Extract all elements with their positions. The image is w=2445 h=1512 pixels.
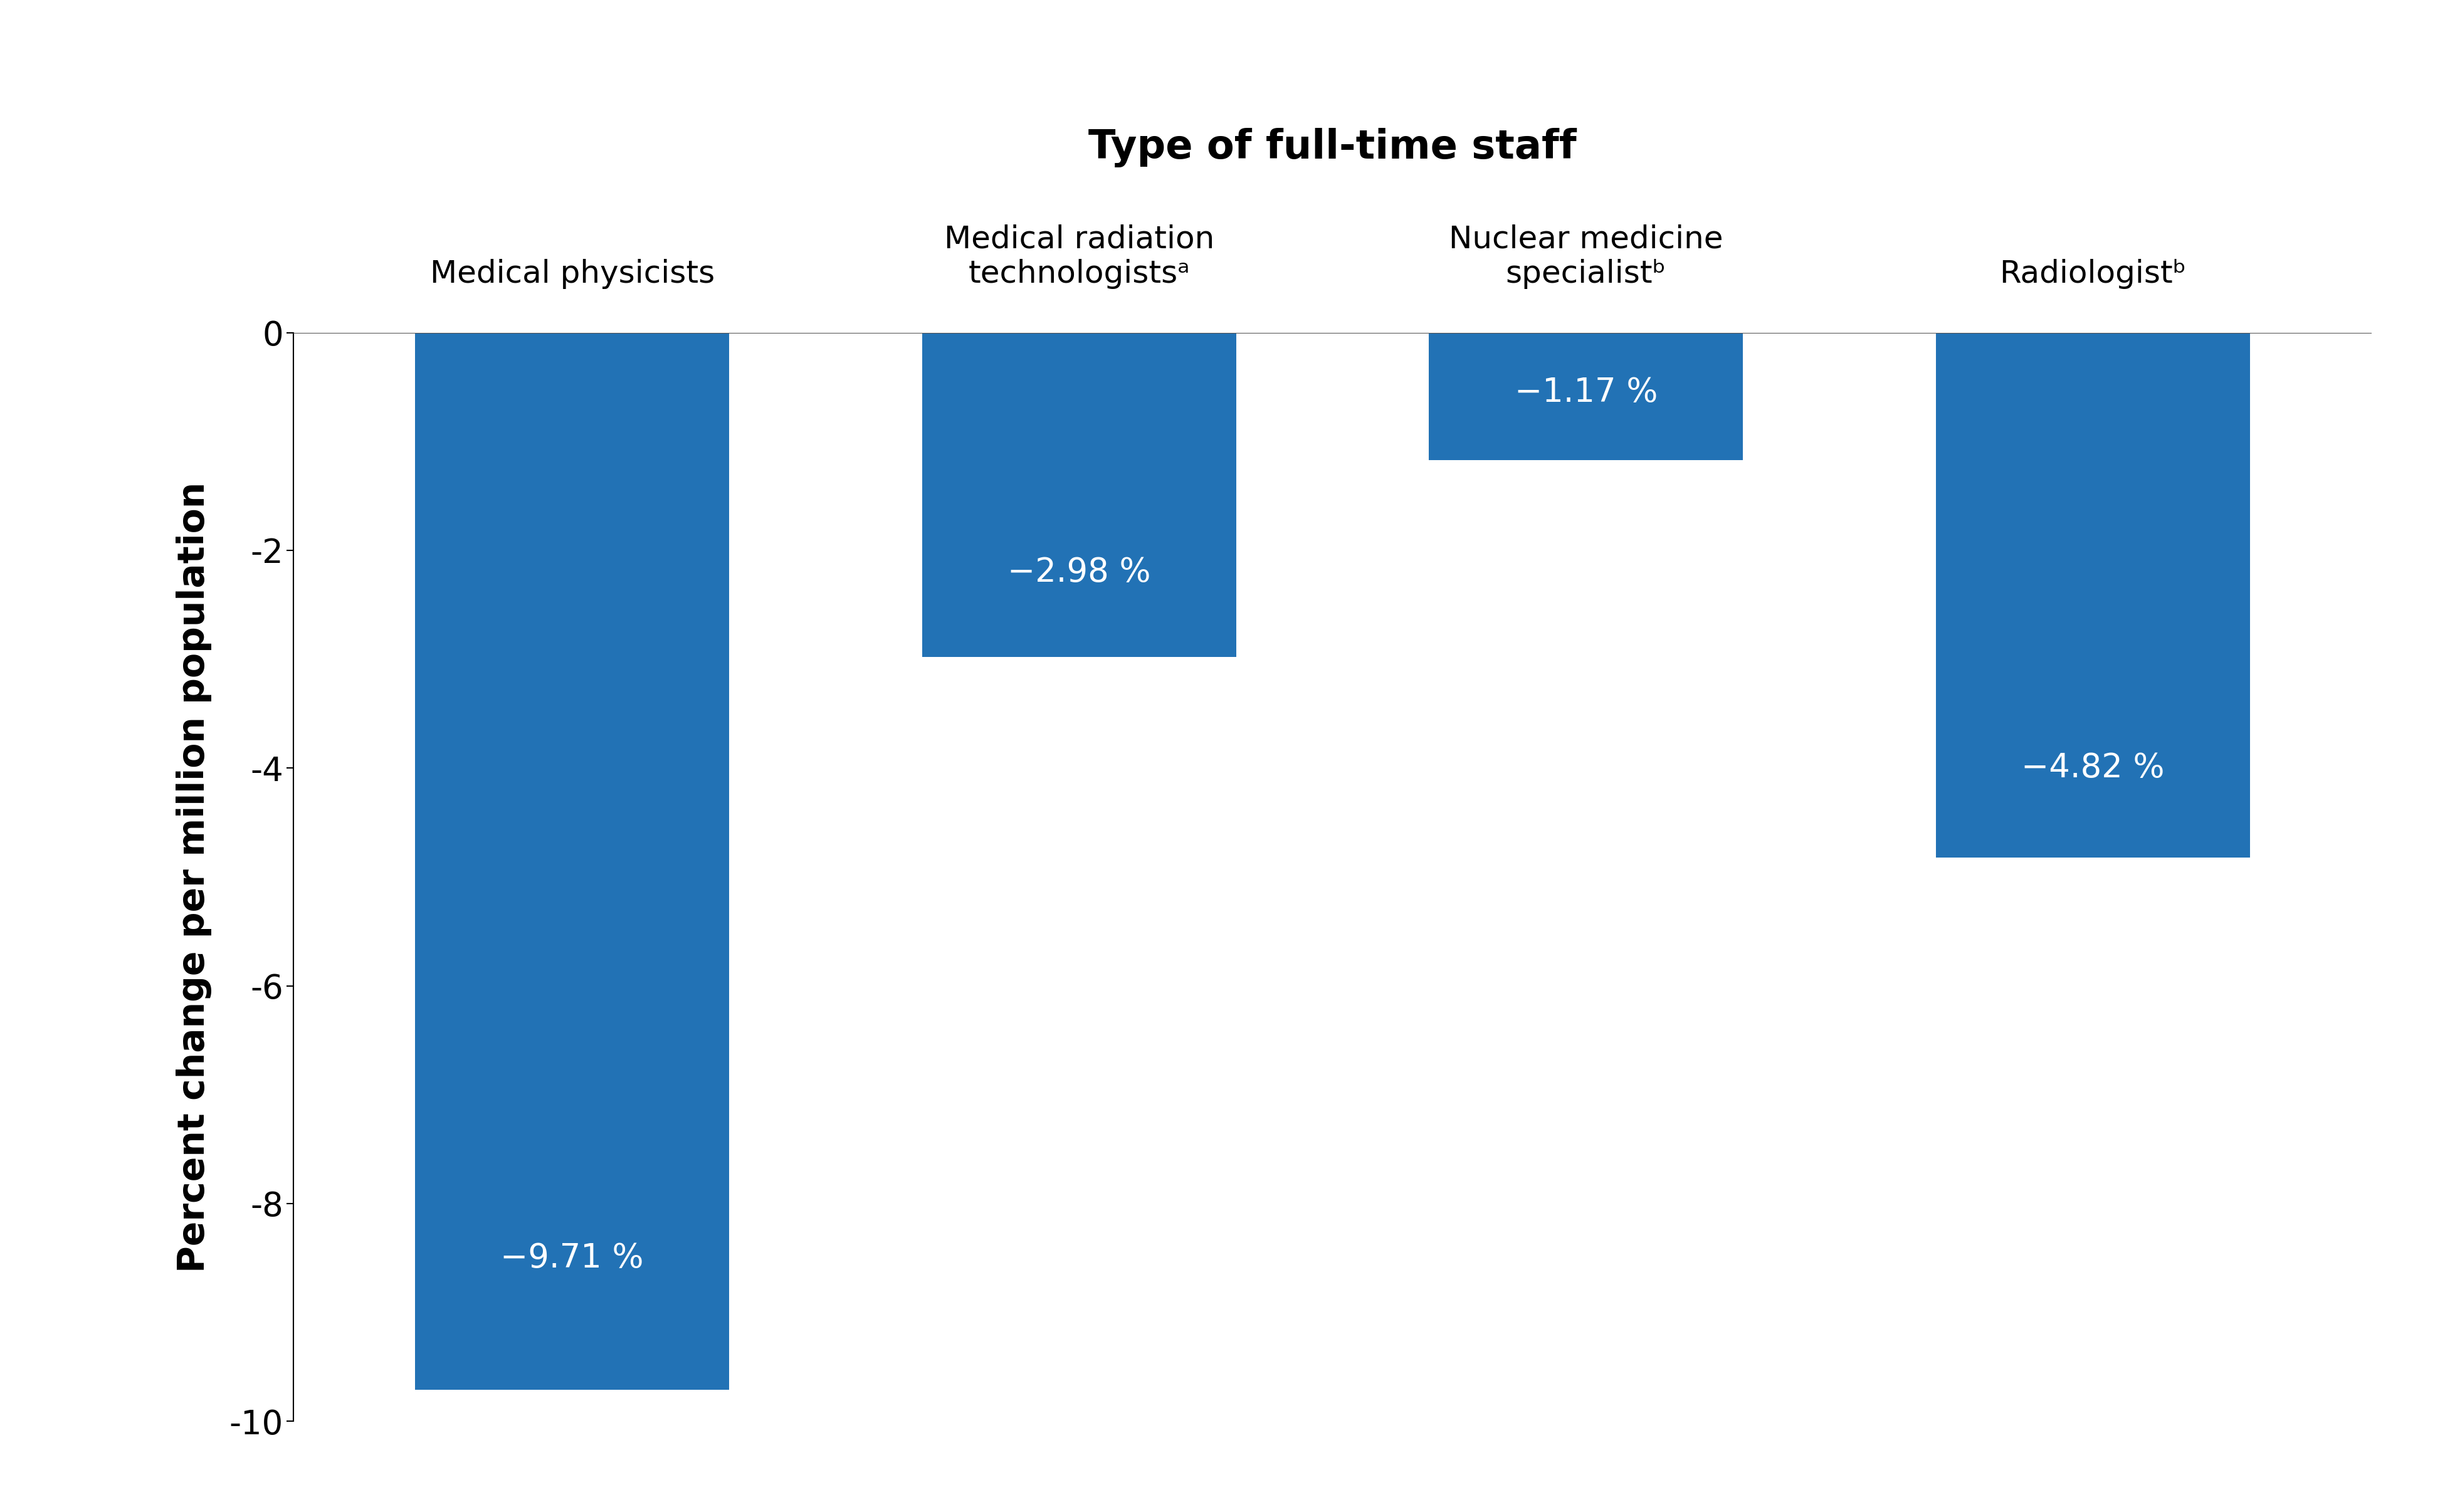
Bar: [922, 333, 1237, 658]
Text: −2.98 %: −2.98 %: [1007, 556, 1152, 588]
Bar: [1428, 333, 1743, 460]
Text: Nuclear medicine
specialistᵇ: Nuclear medicine specialistᵇ: [1450, 224, 1724, 289]
Text: −1.17 %: −1.17 %: [1513, 376, 1658, 408]
Bar: [1936, 333, 2249, 857]
Title: Type of full-time staff: Type of full-time staff: [1088, 129, 1577, 168]
Bar: [416, 333, 729, 1390]
Text: −4.82 %: −4.82 %: [2022, 751, 2164, 785]
Text: Medical radiation
technologistsᵃ: Medical radiation technologistsᵃ: [944, 224, 1215, 289]
Text: −9.71 %: −9.71 %: [501, 1241, 643, 1275]
Text: Medical physicists: Medical physicists: [430, 259, 714, 289]
Y-axis label: Percent change per million population: Percent change per million population: [176, 482, 213, 1272]
Text: Radiologistᵇ: Radiologistᵇ: [2000, 259, 2186, 289]
